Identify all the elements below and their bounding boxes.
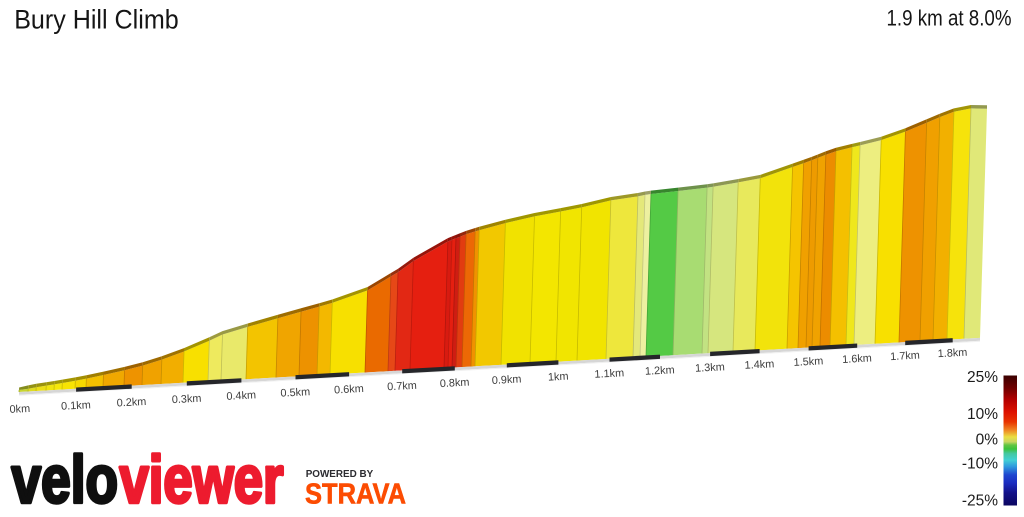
svg-text:1.1km: 1.1km <box>594 367 624 381</box>
svg-text:10%: 10% <box>967 406 998 423</box>
svg-text:velo: velo <box>12 442 119 512</box>
svg-text:STRAVA: STRAVA <box>305 479 406 511</box>
svg-text:1.2km: 1.2km <box>645 364 675 378</box>
svg-text:0%: 0% <box>976 432 999 449</box>
svg-text:0.4km: 0.4km <box>226 389 256 403</box>
svg-text:1.6km: 1.6km <box>842 352 872 366</box>
svg-text:1.3km: 1.3km <box>695 361 725 375</box>
svg-text:-25%: -25% <box>962 493 998 510</box>
svg-text:viewer: viewer <box>120 442 284 512</box>
svg-text:0.6km: 0.6km <box>334 383 364 397</box>
svg-text:-10%: -10% <box>962 456 998 473</box>
svg-text:0.3km: 0.3km <box>172 393 202 407</box>
svg-text:0.7km: 0.7km <box>387 380 417 394</box>
svg-text:1.9 km at 8.0%: 1.9 km at 8.0% <box>887 6 1012 31</box>
svg-text:0.5km: 0.5km <box>280 386 310 400</box>
svg-text:Bury Hill Climb: Bury Hill Climb <box>14 4 179 34</box>
svg-text:1km: 1km <box>548 371 569 384</box>
svg-text:0.8km: 0.8km <box>440 377 470 391</box>
svg-text:0.9km: 0.9km <box>492 373 522 387</box>
svg-text:0.1km: 0.1km <box>61 399 91 413</box>
svg-text:1.7km: 1.7km <box>890 350 920 364</box>
svg-text:1.4km: 1.4km <box>744 358 774 372</box>
svg-text:POWERED BY: POWERED BY <box>306 469 374 480</box>
svg-text:1.8km: 1.8km <box>937 347 967 361</box>
svg-text:1.5km: 1.5km <box>793 355 823 369</box>
svg-text:25%: 25% <box>967 369 998 386</box>
svg-text:0.2km: 0.2km <box>116 396 146 410</box>
svg-text:0km: 0km <box>9 403 30 416</box>
